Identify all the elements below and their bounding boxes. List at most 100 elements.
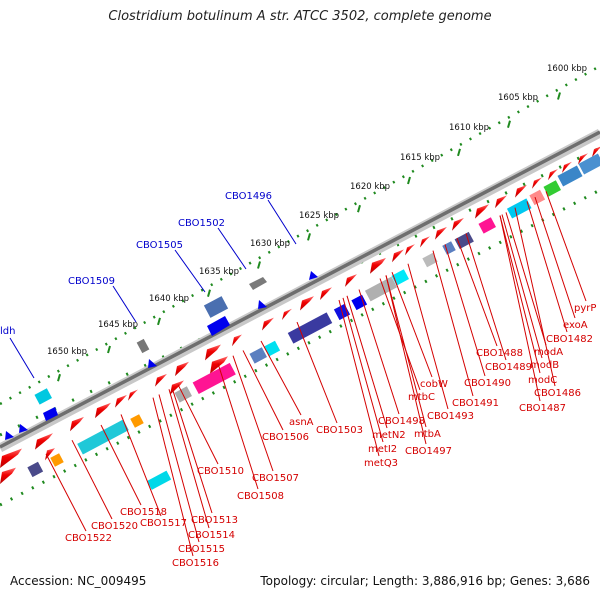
gene-arrow[interactable] [35, 433, 53, 450]
gene-label[interactable]: CBO1514 [188, 530, 235, 541]
gene-arrow[interactable] [232, 334, 242, 347]
gene-label[interactable]: metI2 [368, 444, 397, 455]
gene-arrow[interactable] [70, 416, 84, 432]
gene-arrow[interactable] [548, 169, 558, 181]
gene-label[interactable]: mtbA [414, 429, 441, 440]
gene-label[interactable]: CBO1517 [140, 518, 187, 529]
gene-arrow[interactable] [562, 161, 572, 173]
gene-label[interactable]: mtbC [408, 392, 435, 403]
gene-label[interactable]: CBO1491 [452, 398, 499, 409]
gene-label[interactable]: modA [534, 347, 563, 358]
gene-arrow[interactable] [282, 308, 292, 320]
gene-label[interactable]: CBO1498 [378, 416, 425, 427]
gene-arrow[interactable] [258, 300, 267, 309]
gene-box[interactable] [192, 362, 236, 395]
gene-arrow[interactable] [148, 359, 157, 368]
gene-label[interactable]: CBO1507 [252, 473, 299, 484]
gene-arrow[interactable] [370, 257, 386, 274]
gene-label[interactable]: modC [528, 375, 557, 386]
gene-arrow[interactable] [249, 277, 267, 290]
gene-label[interactable]: CBO1510 [197, 466, 244, 477]
gene-box[interactable] [287, 312, 333, 344]
gene-box[interactable] [77, 419, 129, 455]
gene-label[interactable]: CBO1497 [405, 446, 452, 457]
gene-arrow[interactable] [345, 274, 357, 287]
gene-box[interactable] [478, 217, 496, 234]
gene-arrow[interactable] [128, 389, 138, 401]
gene-label[interactable]: CBO1489 [485, 362, 532, 373]
gene-box[interactable] [422, 252, 438, 268]
gene-arrow[interactable] [420, 236, 430, 248]
gene-label[interactable]: CBO1513 [191, 515, 238, 526]
gene-box[interactable] [529, 189, 546, 206]
gene-arrow[interactable] [435, 226, 447, 240]
gene-box[interactable] [249, 347, 267, 364]
gene-arrow[interactable] [207, 316, 230, 336]
gene-arrow[interactable] [5, 431, 14, 440]
gene-label[interactable]: CBO1516 [172, 558, 219, 569]
gene-box[interactable] [27, 461, 44, 478]
gene-label[interactable]: CBO1502 [178, 218, 225, 229]
gene-label[interactable]: CBO1509 [68, 276, 115, 287]
gene-box[interactable] [543, 180, 561, 197]
gene-arrow[interactable] [405, 244, 415, 256]
gene-arrow[interactable] [115, 394, 127, 408]
gene-arrow[interactable] [0, 448, 22, 468]
gene-label[interactable]: CBO1490 [464, 378, 511, 389]
gene-box[interactable] [442, 241, 456, 255]
gene-label[interactable]: CBO1503 [316, 425, 363, 436]
gene-arrow[interactable] [0, 467, 16, 484]
gene-box[interactable] [364, 276, 398, 302]
gene-label[interactable]: cobW [420, 379, 448, 390]
gene-arrow[interactable] [452, 217, 464, 231]
gene-label[interactable]: CBO1482 [546, 334, 593, 345]
gene-arrow[interactable] [43, 407, 58, 421]
gene-box[interactable] [578, 153, 600, 175]
gene-label[interactable]: CBO1518 [120, 507, 167, 518]
gene-arrow[interactable] [155, 373, 167, 387]
gene-box[interactable] [351, 294, 368, 311]
gene-arrow[interactable] [309, 271, 318, 280]
gene-label[interactable]: CBO1488 [476, 348, 523, 359]
gene-label[interactable]: CBO1520 [91, 521, 138, 532]
gene-box[interactable] [203, 296, 229, 318]
gene-box[interactable] [130, 414, 144, 428]
gene-arrow[interactable] [300, 296, 314, 311]
gene-label[interactable]: CBO1515 [178, 544, 225, 555]
gene-arrow[interactable] [515, 184, 527, 198]
gene-label[interactable]: CBO1487 [519, 403, 566, 414]
gene-arrow[interactable] [532, 177, 542, 189]
gene-label[interactable]: CBO1496 [225, 191, 272, 202]
gene-label[interactable]: exoA [563, 320, 588, 331]
gene-label[interactable]: CBO1486 [534, 388, 581, 399]
gene-box[interactable] [506, 198, 532, 219]
gene-box[interactable] [50, 453, 64, 467]
gene-arrow[interactable] [95, 402, 111, 419]
gene-label[interactable]: CBO1506 [262, 432, 309, 443]
gene-label[interactable]: ldh [0, 326, 15, 337]
gene-arrow[interactable] [495, 195, 507, 209]
gene-box[interactable] [264, 340, 281, 357]
gene-arrow[interactable] [592, 146, 600, 158]
gene-arrow[interactable] [475, 204, 489, 219]
gene-arrow[interactable] [210, 356, 228, 374]
gene-label[interactable]: CBO1505 [136, 240, 183, 251]
gene-label[interactable]: modB [530, 360, 559, 371]
gene-arrow[interactable] [262, 317, 274, 331]
gene-label[interactable]: pyrP [574, 303, 596, 314]
gene-label[interactable]: metQ3 [364, 458, 398, 469]
gene-label[interactable]: CBO1522 [65, 533, 112, 544]
gene-label[interactable]: CBO1493 [427, 411, 474, 422]
gene-arrow[interactable] [205, 344, 221, 361]
gene-label[interactable]: CBO1508 [237, 491, 284, 502]
gene-box[interactable] [557, 165, 583, 187]
gene-box[interactable] [34, 388, 52, 405]
gene-label[interactable]: metN2 [372, 430, 406, 441]
gene-arrow[interactable] [175, 361, 189, 377]
gene-arrow[interactable] [19, 424, 28, 433]
gene-arrow[interactable] [578, 153, 588, 165]
gene-arrow[interactable] [392, 249, 404, 263]
gene-label[interactable]: asnA [289, 417, 314, 428]
gene-arrow[interactable] [320, 287, 332, 300]
gene-box[interactable] [136, 338, 150, 354]
